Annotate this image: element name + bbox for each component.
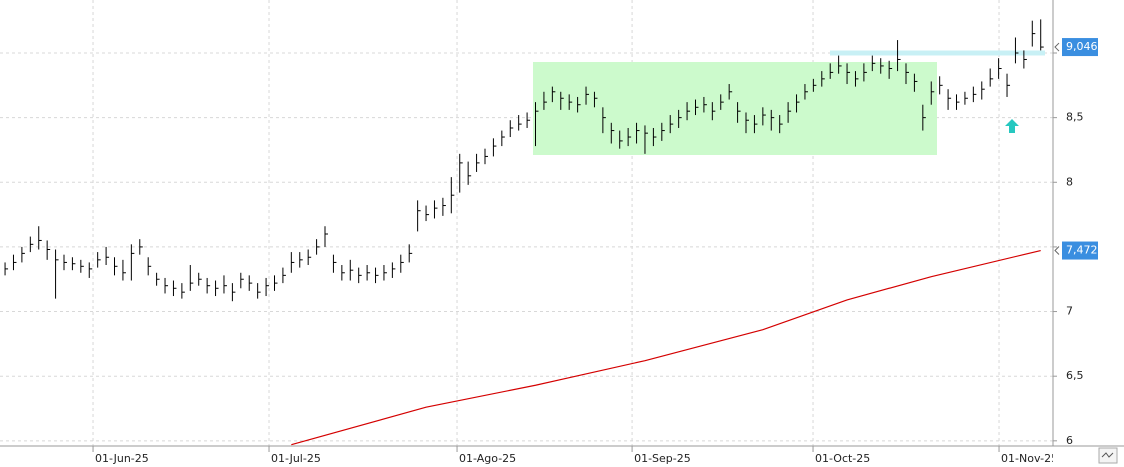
price-pointer [1054, 42, 1060, 52]
corner-icon [1101, 452, 1114, 458]
x-tick-label: 01-Oct-25 [815, 452, 870, 465]
x-tick-label: 01-Nov-25 [1001, 452, 1058, 465]
x-tick-label: 01-Jul-25 [271, 452, 321, 465]
y-tick-label: 7 [1066, 305, 1073, 318]
x-tick-label: 01-Sep-25 [634, 452, 691, 465]
price-tag-label: 9,046 [1066, 40, 1098, 53]
price-pointer [1054, 246, 1060, 255]
plot: 01-Jun-25 01-Jul-25 01-Ago-25 01-Sep-25 01-O… [4, 19, 1058, 465]
y-tick-label: 8,5 [1066, 111, 1084, 124]
x-tick-label: 01-Ago-25 [459, 452, 516, 465]
arrow-marker [1005, 119, 1019, 133]
price-tag [1062, 38, 1098, 57]
price-tag [1062, 241, 1098, 260]
price-tag-label: 7,472 [1066, 244, 1098, 257]
y-tick-label: 6 [1066, 434, 1073, 447]
highlight-zone [533, 62, 937, 155]
y-tick-label: 8 [1066, 175, 1073, 188]
moving-average [291, 249, 1041, 446]
x-tick-label: 01-Jun-25 [95, 452, 149, 465]
y-tick-label: 6,5 [1066, 369, 1084, 382]
